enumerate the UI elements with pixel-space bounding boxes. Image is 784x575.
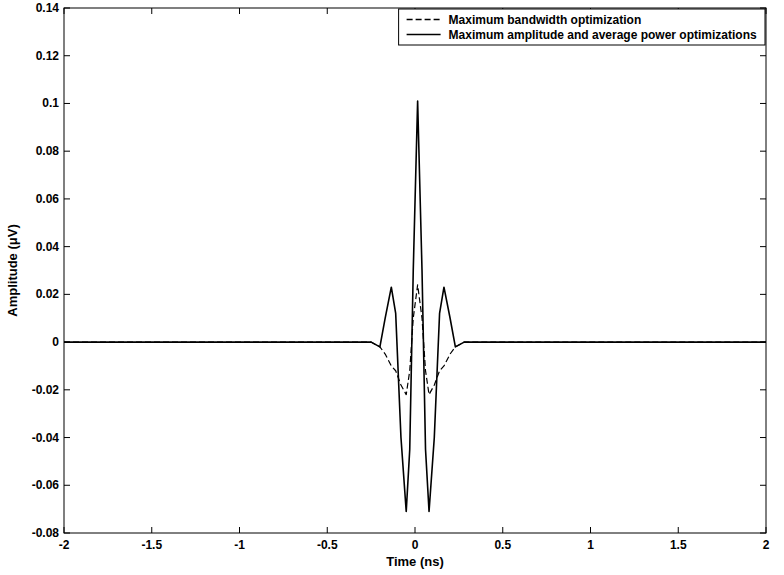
legend-swatch bbox=[407, 19, 441, 20]
legend-box bbox=[399, 9, 765, 45]
x-tick bbox=[590, 527, 591, 533]
x-tick-label: -1.5 bbox=[141, 538, 162, 552]
y-tick bbox=[760, 533, 766, 534]
y-tick bbox=[64, 151, 70, 152]
y-tick bbox=[760, 151, 766, 152]
x-tick bbox=[64, 8, 65, 14]
y-tick bbox=[760, 485, 766, 486]
x-tick bbox=[415, 527, 416, 533]
y-tick bbox=[64, 103, 70, 104]
y-tick-label: 0.14 bbox=[36, 1, 60, 15]
x-tick-label: 0.5 bbox=[494, 538, 511, 552]
y-tick-label: 0 bbox=[52, 335, 59, 349]
x-axis-title: Time (ns) bbox=[386, 554, 444, 569]
x-tick bbox=[327, 8, 328, 14]
chart: -2 -1.5 -1 -0.5 0 0.5 1 1.5 2 -0.08 -0.06 -0.04 -0.0… bbox=[0, 0, 784, 575]
x-tick bbox=[502, 527, 503, 533]
x-tick bbox=[766, 527, 767, 533]
y-tick-label: 0.06 bbox=[36, 192, 60, 206]
series-line bbox=[64, 101, 766, 511]
y-tick bbox=[64, 294, 70, 295]
y-axis-title: Amplitude (μV) bbox=[5, 224, 20, 316]
y-tick-label: 0.02 bbox=[36, 287, 60, 301]
y-tick bbox=[760, 389, 766, 390]
y-tick-label: 0.04 bbox=[36, 240, 60, 254]
x-tick bbox=[678, 527, 679, 533]
y-tick-label: 0.1 bbox=[42, 96, 59, 110]
plot-frame bbox=[64, 8, 766, 533]
legend-label: Maximum amplitude and average power opti… bbox=[449, 28, 757, 42]
y-tick-label: 0.08 bbox=[36, 144, 60, 158]
y-tick-label: 0.12 bbox=[36, 49, 60, 63]
y-tick bbox=[64, 485, 70, 486]
y-tick bbox=[760, 198, 766, 199]
y-tick bbox=[760, 437, 766, 438]
y-tick bbox=[64, 198, 70, 199]
y-tick bbox=[64, 533, 70, 534]
y-tick bbox=[64, 389, 70, 390]
x-tick-label: -0.5 bbox=[317, 538, 338, 552]
x-tick-label: -1 bbox=[234, 538, 245, 552]
x-tick-label: 1 bbox=[587, 538, 594, 552]
y-tick bbox=[64, 437, 70, 438]
x-tick-label: -2 bbox=[59, 538, 70, 552]
legend: Maximum bandwidth optimizationMaximum am… bbox=[399, 9, 765, 45]
legend-label: Maximum bandwidth optimization bbox=[449, 13, 642, 27]
series-line bbox=[64, 285, 766, 395]
x-tick bbox=[151, 527, 152, 533]
x-tick bbox=[327, 527, 328, 533]
x-tick bbox=[766, 8, 767, 14]
x-tick-label: 1.5 bbox=[670, 538, 687, 552]
y-tick bbox=[64, 8, 70, 9]
y-tick bbox=[64, 246, 70, 247]
y-tick bbox=[64, 55, 70, 56]
y-tick bbox=[760, 55, 766, 56]
x-tick bbox=[239, 527, 240, 533]
y-tick-label: -0.04 bbox=[32, 431, 60, 445]
x-tick bbox=[151, 8, 152, 14]
x-tick-label: 0 bbox=[412, 538, 419, 552]
legend-swatch bbox=[407, 34, 441, 35]
y-tick-label: -0.02 bbox=[32, 383, 60, 397]
y-tick bbox=[760, 8, 766, 9]
y-tick bbox=[760, 246, 766, 247]
x-tick-label: 2 bbox=[763, 538, 770, 552]
x-tick bbox=[239, 8, 240, 14]
y-tick-label: -0.06 bbox=[32, 478, 60, 492]
y-tick bbox=[760, 103, 766, 104]
y-tick-label: -0.08 bbox=[32, 526, 60, 540]
y-tick bbox=[760, 294, 766, 295]
x-tick bbox=[64, 527, 65, 533]
